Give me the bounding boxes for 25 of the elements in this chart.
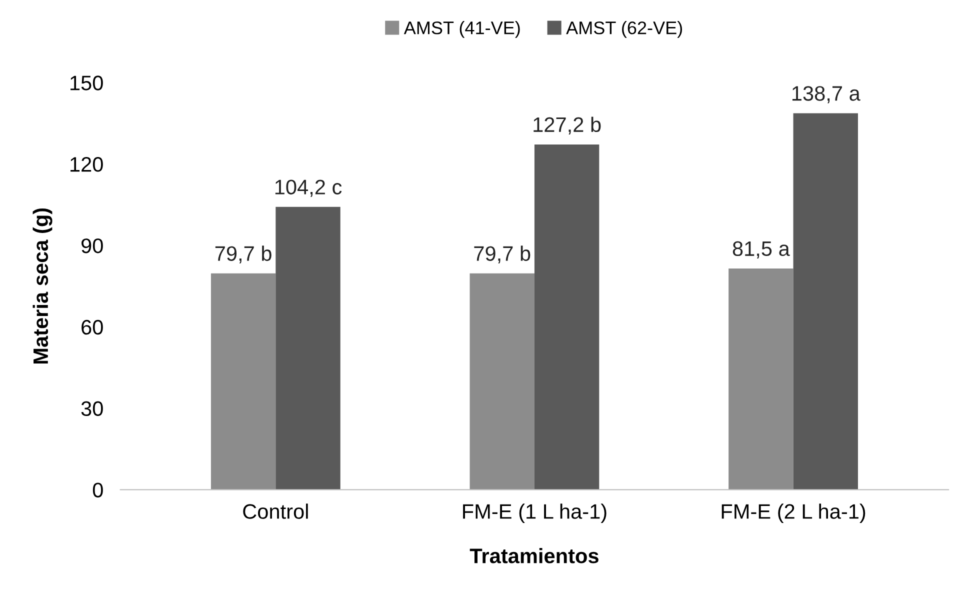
y-tick-label: 90 [82,238,103,254]
data-label: 104,2 c [275,180,342,197]
data-label: 138,7 a [792,86,860,104]
bar [276,206,340,490]
data-label: 79,7 b [474,246,530,264]
y-tick-label: 120 [70,157,103,172]
data-label: 79,7 b [215,246,272,264]
y-tick-label: 0 [92,482,103,498]
y-tick-label: 150 [70,76,103,90]
bar [470,273,534,490]
x-tick-label: Control [243,504,308,519]
legend-label: AMST (62-VE) [566,21,682,38]
bar [728,268,794,490]
x-axis-title: Tratamientos [470,548,598,564]
y-tick-label: 60 [82,320,103,335]
bar [534,144,600,490]
data-label: 81,5 a [732,241,790,259]
x-tick-label: FM-E (1 L ha-1) [463,504,606,523]
y-axis-title: Materia seca (g) [32,208,52,364]
x-tick-label: FM-E (2 L ha-1) [722,504,866,523]
bar [210,273,276,490]
y-tick-label: 30 [81,401,103,416]
data-label: 127,2 b [534,116,601,134]
legend-label: AMST (41-VE) [404,21,520,38]
bar [793,113,858,490]
